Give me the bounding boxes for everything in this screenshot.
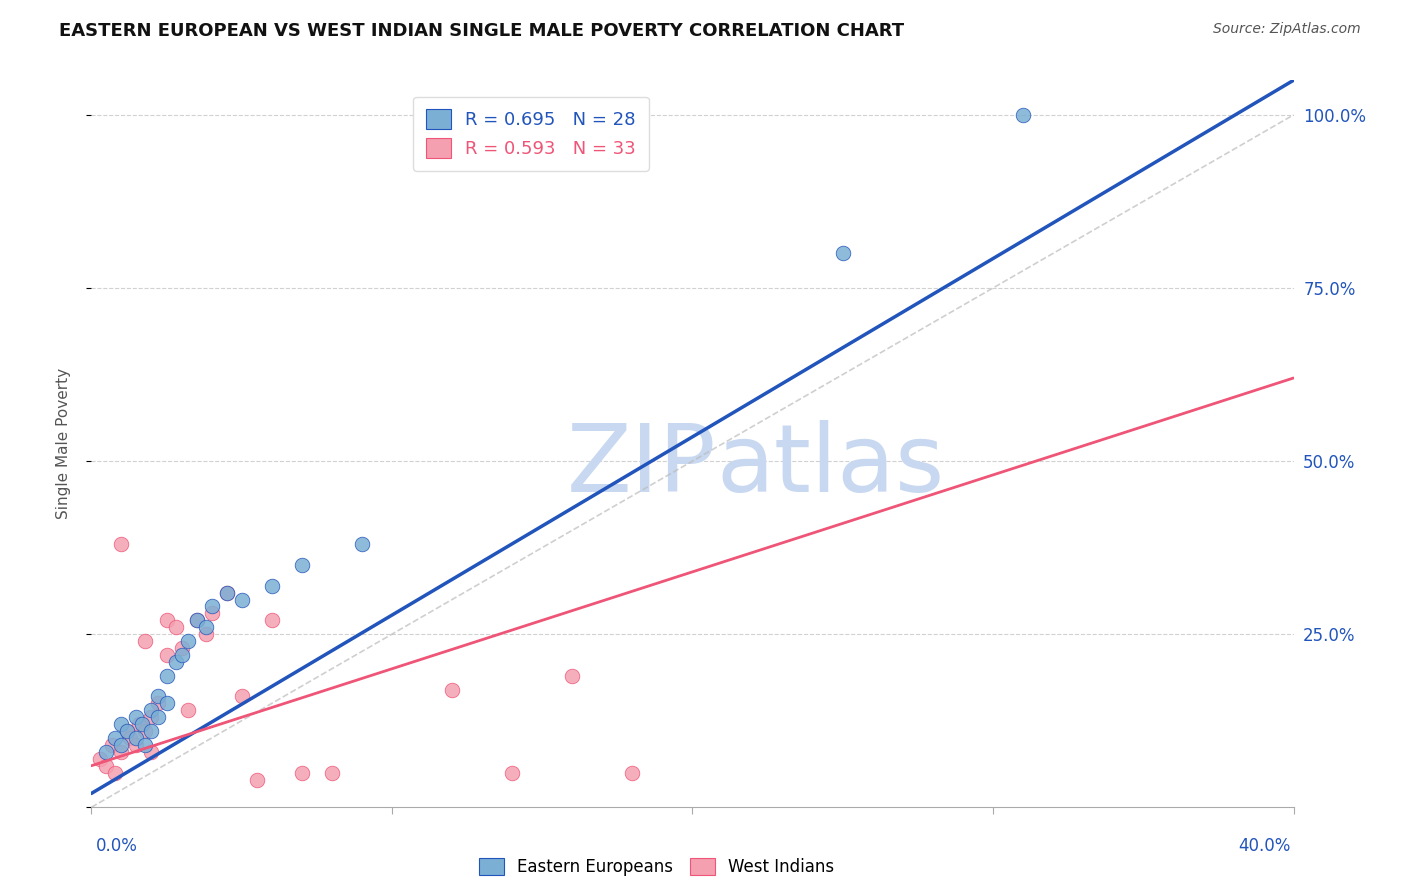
Text: ZIP: ZIP	[567, 419, 717, 512]
Point	[165, 655, 187, 669]
Point	[831, 246, 853, 260]
Text: atlas: atlas	[717, 419, 945, 512]
Point	[215, 585, 238, 599]
Point	[146, 710, 169, 724]
Point	[141, 724, 163, 739]
Point	[96, 745, 118, 759]
Point	[146, 690, 169, 704]
Point	[110, 717, 132, 731]
Point	[201, 599, 224, 614]
Point	[350, 537, 373, 551]
Point	[501, 765, 523, 780]
Point	[561, 669, 583, 683]
Point	[131, 717, 153, 731]
Point	[176, 634, 198, 648]
Point	[155, 697, 177, 711]
Point	[186, 613, 208, 627]
Point	[120, 731, 142, 745]
Text: 0.0%: 0.0%	[96, 837, 138, 855]
Point	[141, 745, 163, 759]
Point	[134, 738, 156, 752]
Point	[321, 765, 343, 780]
Point	[134, 724, 156, 739]
Point	[110, 745, 132, 759]
Point	[110, 537, 132, 551]
Point	[125, 731, 148, 745]
Point	[155, 613, 177, 627]
Text: 40.0%: 40.0%	[1239, 837, 1291, 855]
Point	[176, 703, 198, 717]
Point	[104, 765, 127, 780]
Point	[128, 717, 150, 731]
Text: Source: ZipAtlas.com: Source: ZipAtlas.com	[1213, 22, 1361, 37]
Point	[155, 648, 177, 662]
Point	[125, 738, 148, 752]
Point	[260, 579, 283, 593]
Legend: Eastern Europeans, West Indians: Eastern Europeans, West Indians	[472, 851, 841, 882]
Point	[186, 613, 208, 627]
Point	[141, 710, 163, 724]
Point	[141, 703, 163, 717]
Point	[231, 592, 253, 607]
Point	[201, 607, 224, 621]
Point	[246, 772, 269, 787]
Point	[117, 724, 139, 739]
Point	[1012, 108, 1035, 122]
Point	[231, 690, 253, 704]
Point	[125, 710, 148, 724]
Point	[621, 765, 644, 780]
Point	[134, 634, 156, 648]
Y-axis label: Single Male Poverty: Single Male Poverty	[56, 368, 70, 519]
Text: EASTERN EUROPEAN VS WEST INDIAN SINGLE MALE POVERTY CORRELATION CHART: EASTERN EUROPEAN VS WEST INDIAN SINGLE M…	[59, 22, 904, 40]
Point	[291, 558, 314, 572]
Point	[146, 697, 169, 711]
Point	[291, 765, 314, 780]
Point	[96, 758, 118, 772]
Point	[194, 627, 217, 641]
Point	[117, 724, 139, 739]
Point	[101, 738, 124, 752]
Point	[194, 620, 217, 634]
Point	[89, 752, 111, 766]
Point	[104, 731, 127, 745]
Point	[440, 682, 463, 697]
Point	[155, 669, 177, 683]
Point	[165, 620, 187, 634]
Point	[110, 738, 132, 752]
Point	[170, 648, 193, 662]
Point	[215, 585, 238, 599]
Point	[260, 613, 283, 627]
Point	[170, 640, 193, 655]
